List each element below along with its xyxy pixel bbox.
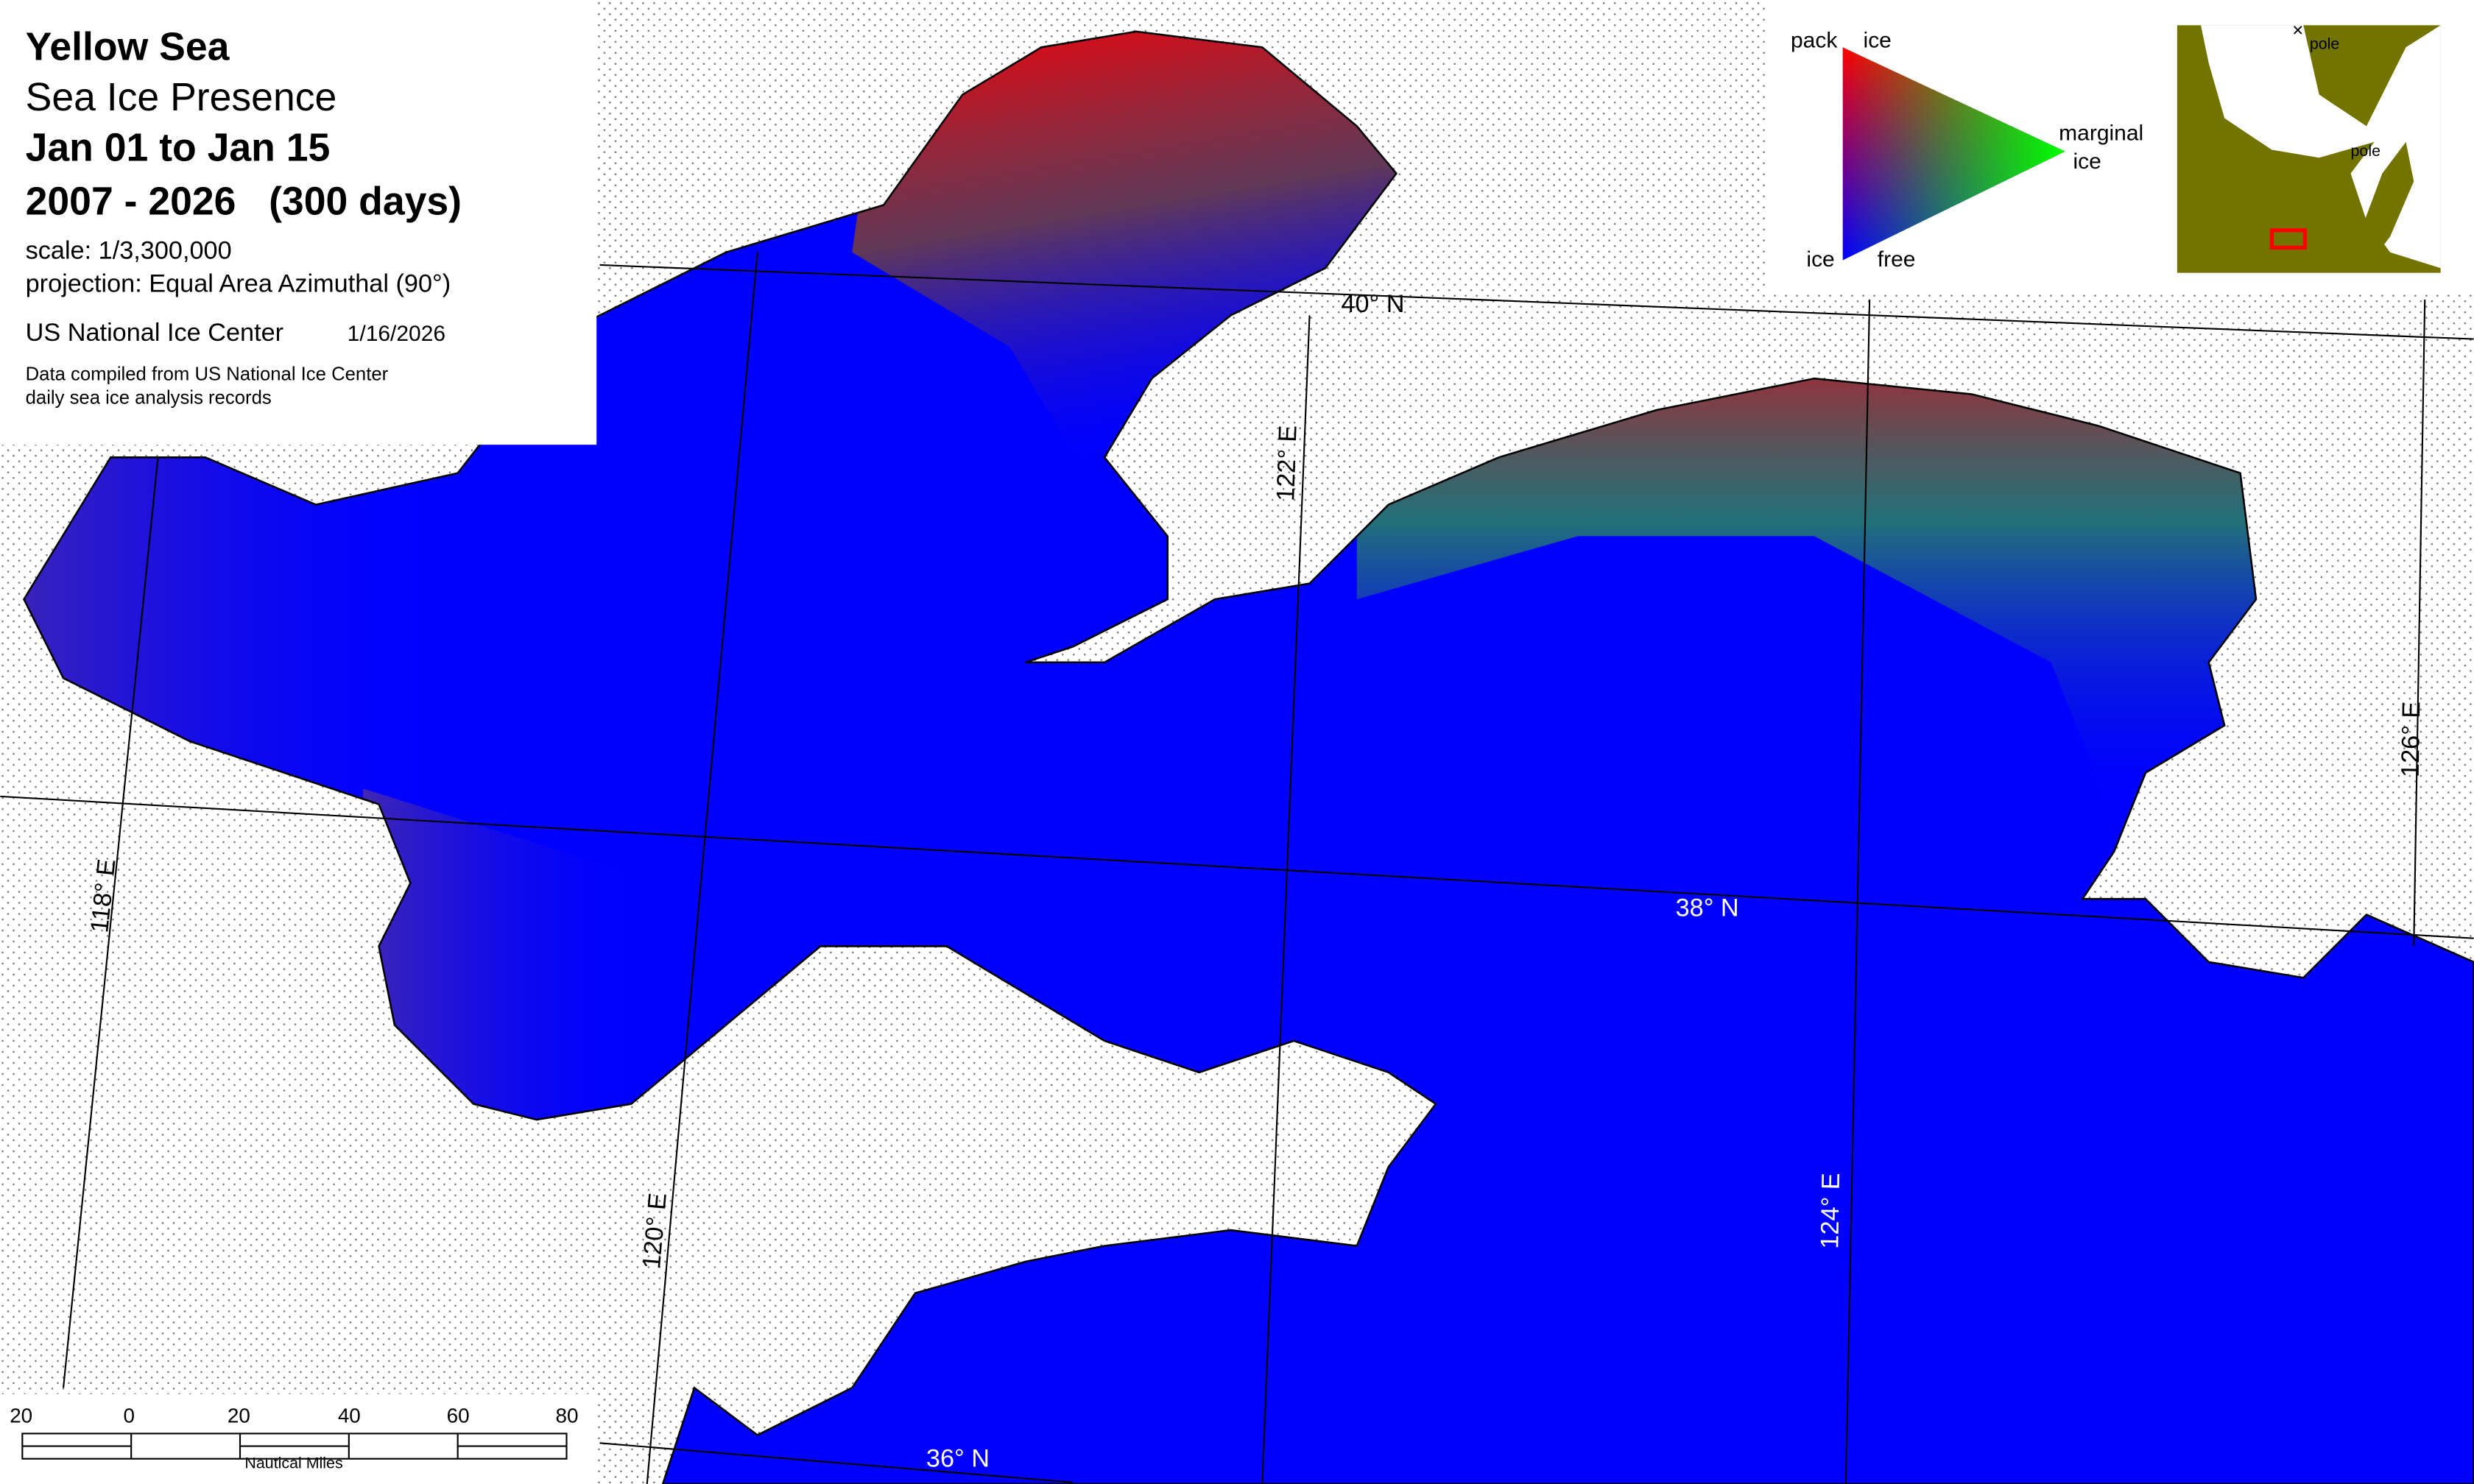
legend-free: free — [1878, 247, 1916, 272]
scale-tick: 60 — [447, 1404, 470, 1427]
product-name: Sea Ice Presence — [26, 76, 337, 119]
label-122e: 122° E — [1272, 425, 1303, 502]
pole-label-top: pole — [2310, 35, 2339, 52]
scale-tick: 80 — [555, 1404, 578, 1427]
map-title: Yellow Sea — [26, 25, 230, 68]
liaodong-bay-ice — [852, 31, 1420, 505]
meridian-126e — [2413, 300, 2426, 947]
year-range: 2007 - 2026 (300 days) — [26, 180, 462, 223]
legend-marginal: marginal — [2059, 121, 2143, 146]
label-124e: 124° E — [1816, 1173, 1845, 1249]
title-background — [0, 0, 597, 445]
meridian-122e — [1261, 315, 1311, 1484]
parallel-40n — [599, 264, 2474, 340]
parallel-38n — [0, 795, 2474, 939]
agency-name: US National Ice Center — [26, 319, 283, 347]
inset-japan — [2358, 141, 2414, 269]
legend-marginal-ice: ice — [2073, 149, 2101, 174]
legend-ice: ice — [1806, 247, 1834, 272]
label-126e: 126° E — [2397, 701, 2426, 777]
laizhou-bay-ice — [363, 788, 663, 1136]
scale-bar: 20 0 20 40 60 80 Nautical Miles — [0, 1393, 597, 1484]
locator-inset: × pole pole — [2177, 20, 2441, 273]
parallel-36n — [599, 1442, 1074, 1483]
meridian-120e — [646, 252, 758, 1484]
graticule-labels: 40° N 38° N 36° N 118° E 120° E 122° E 1… — [85, 290, 2425, 1472]
issue-date: 1/16/2026 — [348, 322, 445, 346]
projection-text: projection: Equal Area Azimuthal (90°) — [26, 269, 451, 297]
scale-text: scale: 1/3,300,000 — [26, 236, 232, 264]
source-line-1: Data compiled from US National Ice Cente… — [26, 364, 389, 384]
date-period: Jan 01 to Jan 15 — [26, 127, 331, 170]
meridian-124e — [1844, 300, 1871, 1484]
scale-unit: Nautical Miles — [244, 1455, 342, 1472]
pole-marker-icon: × — [2292, 20, 2303, 40]
legend-pack-ice: ice — [1864, 28, 1892, 52]
ternary-color-legend — [1842, 47, 2065, 261]
extent-box — [2269, 228, 2308, 250]
title-block: Yellow Sea Sea Ice Presence Jan 01 to Ja… — [0, 0, 597, 445]
scale-tick: 20 — [228, 1404, 250, 1427]
label-38n: 38° N — [1676, 894, 1739, 922]
label-40n: 40° N — [1341, 290, 1404, 318]
label-36n: 36° N — [926, 1444, 990, 1472]
korea-bay-ice — [1356, 362, 2272, 821]
label-120e: 120° E — [638, 1192, 672, 1270]
graticule — [0, 252, 2474, 1484]
scale-tick: 20 — [10, 1404, 32, 1427]
legend-panel: pack ice marginal ice ice free × pole po… — [1766, 0, 2474, 292]
pole-label-mid: pole — [2351, 142, 2380, 160]
scale-tick: 40 — [338, 1404, 361, 1427]
source-line-2: daily sea ice analysis records — [26, 387, 272, 408]
legend-pack: pack — [1791, 28, 1838, 52]
scale-tick: 0 — [123, 1404, 135, 1427]
meridian-118e — [62, 457, 159, 1388]
